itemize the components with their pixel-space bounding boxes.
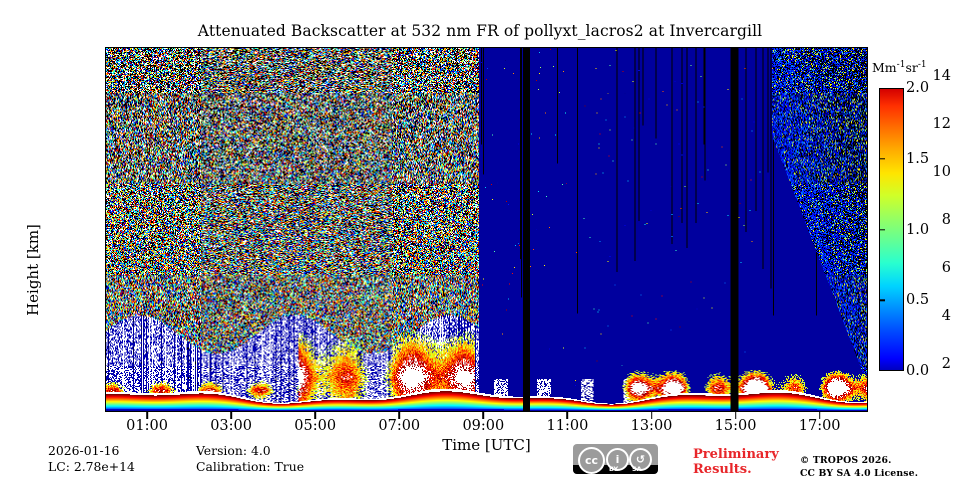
copyright-line-1: © TROPOS 2026. [800, 455, 892, 466]
y-axis: Height [km] [0, 0, 105, 412]
x-tick-label: 07:00 [378, 418, 421, 434]
cc-sa-label: SA [632, 465, 642, 473]
backscatter-heatmap [106, 48, 867, 411]
y-tick-label: 8 [941, 211, 951, 228]
x-tick-label: 11:00 [546, 418, 589, 434]
x-axis-label: Time [UTC] [442, 436, 531, 454]
y-tick-label: 14 [932, 67, 951, 84]
colorbar-tick-mark [879, 299, 885, 301]
x-tick-label: 09:00 [462, 418, 505, 434]
x-tick-mark [314, 412, 316, 419]
x-tick-mark [146, 412, 148, 419]
x-tick-mark [734, 412, 737, 419]
y-tick-label: 2 [941, 355, 951, 372]
x-tick-mark [566, 412, 569, 419]
cc-by-icon: i [606, 448, 629, 471]
y-tick-label: 12 [932, 115, 951, 132]
copyright-line-2: CC BY SA 4.0 License. [800, 467, 919, 479]
y-tick-label: 10 [932, 163, 951, 180]
cc-by-label: BY [609, 465, 619, 473]
y-axis-label: Height [km] [24, 224, 42, 316]
x-tick-mark [650, 412, 653, 419]
x-tick-label: 03:00 [210, 418, 253, 434]
footer-calibration: Calibration: True [196, 459, 305, 474]
preliminary-results-notice: Preliminary Results. [693, 447, 779, 478]
colorbar-tick-label: 2.0 [906, 80, 930, 96]
colorbar-tick-label: 1.5 [906, 150, 930, 167]
colorbar-tick-mark [879, 158, 885, 160]
x-tick-mark [818, 412, 821, 419]
heatmap-plot-area[interactable] [105, 47, 868, 412]
creative-commons-badge[interactable]: cc i ↺ BY SA [573, 444, 658, 474]
colorbar-tick-mark [879, 228, 885, 231]
x-tick-label: 17:00 [798, 418, 841, 434]
y-tick-label: 6 [941, 259, 951, 276]
footer-version: Version: 4.0 [196, 443, 271, 458]
colorbar-unit-label: Mm-1sr-1 [872, 60, 927, 76]
x-tick-mark [230, 412, 232, 419]
x-tick-label: 13:00 [630, 418, 673, 434]
copyright-notice: © TROPOS 2026. CC BY SA 4.0 License. [800, 455, 918, 480]
y-tick-label: 4 [941, 307, 951, 324]
preliminary-line-2: Results. [693, 462, 752, 478]
cc-sa-icon: ↺ [629, 448, 652, 471]
colorbar-tick-label: 1.0 [906, 221, 930, 238]
cc-logo-icon: cc [578, 447, 605, 474]
x-tick-label: 05:00 [294, 418, 337, 434]
colorbar-tick-label: 0.0 [906, 363, 930, 379]
x-tick-mark [398, 412, 401, 419]
footer-lidar-constant: LC: 2.78e+14 [48, 459, 135, 474]
colorbar-tick-label: 0.5 [906, 292, 930, 309]
preliminary-line-1: Preliminary [693, 447, 779, 462]
x-tick-label: 15:00 [714, 418, 757, 434]
page-title: Attenuated Backscatter at 532 nm FR of p… [197, 22, 763, 40]
x-tick-mark [482, 412, 485, 419]
footer-date: 2026-01-16 [48, 443, 120, 458]
x-tick-label: 01:00 [126, 418, 168, 434]
